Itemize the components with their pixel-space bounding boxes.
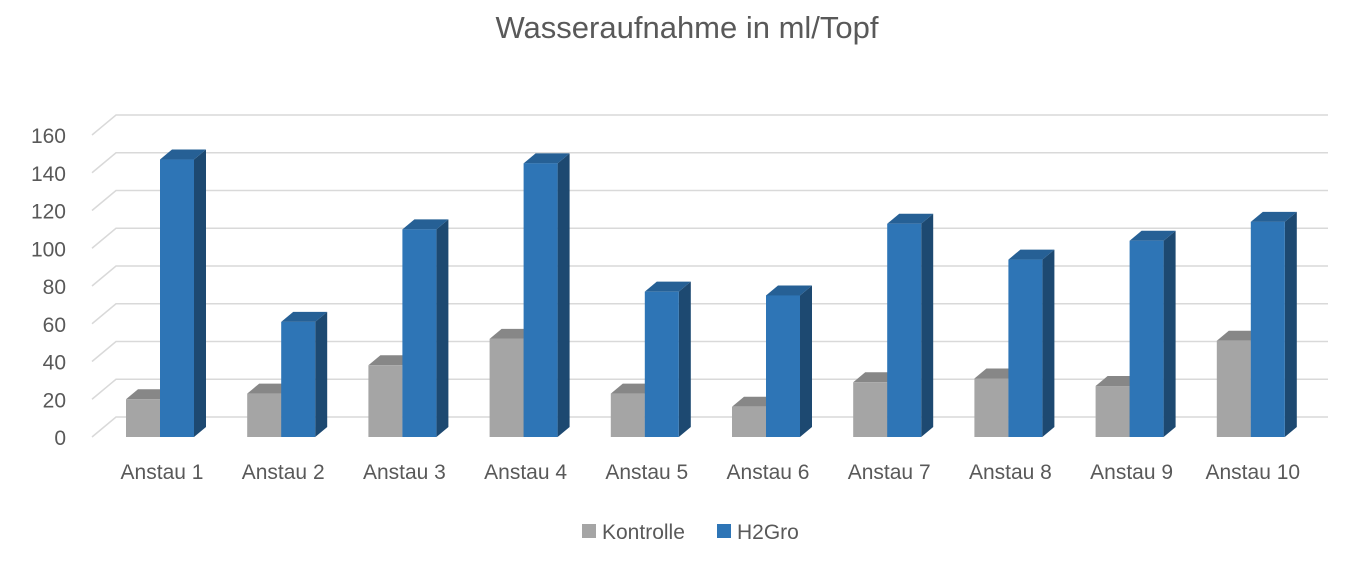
- y-tick-label: 40: [43, 352, 66, 375]
- bar-front: [126, 399, 160, 437]
- bar-side: [1042, 249, 1055, 437]
- bar-front: [610, 393, 645, 437]
- chart-title: Wasseraufnahme in ml/Topf: [495, 10, 878, 45]
- y-tick-label: 120: [31, 201, 66, 224]
- x-tick-label: Anstau 4: [484, 461, 567, 484]
- y-tick-label: 80: [43, 276, 66, 299]
- bar-top: [1129, 230, 1176, 241]
- x-tick-label: Anstau 9: [1090, 461, 1173, 484]
- bar-top: [1250, 211, 1297, 222]
- x-tick-label: Anstau 2: [242, 461, 325, 484]
- legend-swatch: [582, 524, 596, 538]
- bar-top: [523, 153, 570, 164]
- x-tick-label: Anstau 5: [605, 461, 688, 484]
- y-tick-label: 20: [43, 389, 66, 412]
- gridline: [91, 152, 1328, 174]
- bar-front: [732, 406, 766, 437]
- bar-h2gro: [766, 285, 812, 437]
- bar-front: [523, 163, 558, 437]
- bar-front: [1250, 221, 1285, 437]
- y-axis-ticks: 0 20 40 60 80 100 120 140 160: [31, 125, 66, 450]
- y-tick-label: 160: [31, 125, 66, 148]
- bar-h2gro: [1008, 249, 1055, 437]
- bar-top: [281, 311, 328, 322]
- x-axis-ticks: Anstau 1 Anstau 2 Anstau 3 Anstau 4 Anstau 5…: [121, 461, 1301, 484]
- bar-top: [1008, 249, 1055, 260]
- bar-h2gro: [281, 311, 328, 437]
- bar-front: [974, 378, 1009, 437]
- bar-h2gro: [523, 153, 570, 437]
- bar-front: [489, 338, 524, 437]
- bar-front: [247, 393, 282, 437]
- bar-front: [368, 365, 403, 437]
- gridline: [91, 189, 1328, 212]
- bar-front: [1095, 386, 1130, 437]
- bar-top: [766, 285, 812, 296]
- bar-front: [887, 223, 922, 437]
- x-tick-label: Anstau 7: [848, 461, 931, 484]
- x-tick-label: Anstau 6: [727, 461, 810, 484]
- bar-front: [1216, 340, 1251, 437]
- bar-h2gro: [887, 213, 934, 437]
- bar-h2gro: [1250, 211, 1297, 437]
- gridlines: [91, 114, 1328, 438]
- legend-label: H2Gro: [737, 521, 799, 544]
- bar-side: [436, 219, 449, 437]
- x-tick-label: Anstau 3: [363, 461, 446, 484]
- bar-top: [644, 281, 691, 292]
- legend-item-h2gro: H2Gro: [717, 521, 799, 544]
- y-tick-label: 100: [31, 238, 66, 261]
- bar-side: [800, 285, 812, 437]
- bar-side: [678, 281, 691, 437]
- x-tick-label: Anstau 10: [1206, 461, 1301, 484]
- bar-h2gro: [644, 281, 691, 437]
- bar-h2gro: [1129, 230, 1176, 437]
- bar-front: [281, 321, 316, 437]
- bar-front: [644, 291, 679, 437]
- bar-side: [1284, 211, 1297, 437]
- bar-front: [160, 159, 194, 437]
- gridline: [91, 114, 1328, 136]
- bar-front: [402, 229, 437, 437]
- bar-top: [402, 219, 449, 230]
- bar-top: [160, 149, 206, 160]
- bar-side: [194, 149, 206, 437]
- bars: [126, 149, 1297, 437]
- legend: Kontrolle H2Gro: [582, 521, 799, 544]
- bar-front: [1008, 259, 1043, 437]
- x-tick-label: Anstau 8: [969, 461, 1052, 484]
- bar-top: [887, 213, 934, 224]
- y-tick-label: 60: [43, 314, 66, 337]
- bar-front: [1129, 240, 1164, 437]
- legend-label: Kontrolle: [602, 521, 685, 544]
- y-tick-label: 140: [31, 163, 66, 186]
- bar-h2gro: [402, 219, 449, 437]
- legend-swatch: [717, 524, 731, 538]
- bar-h2gro: [160, 149, 206, 437]
- bar-front: [766, 295, 800, 437]
- bar-side: [921, 213, 934, 437]
- y-tick-label: 0: [54, 427, 66, 450]
- bar-side: [315, 311, 328, 437]
- x-tick-label: Anstau 1: [121, 461, 204, 484]
- bar-side: [1163, 230, 1176, 437]
- legend-item-kontrolle: Kontrolle: [582, 521, 685, 544]
- bar-side: [557, 153, 570, 437]
- bar-front: [853, 382, 888, 437]
